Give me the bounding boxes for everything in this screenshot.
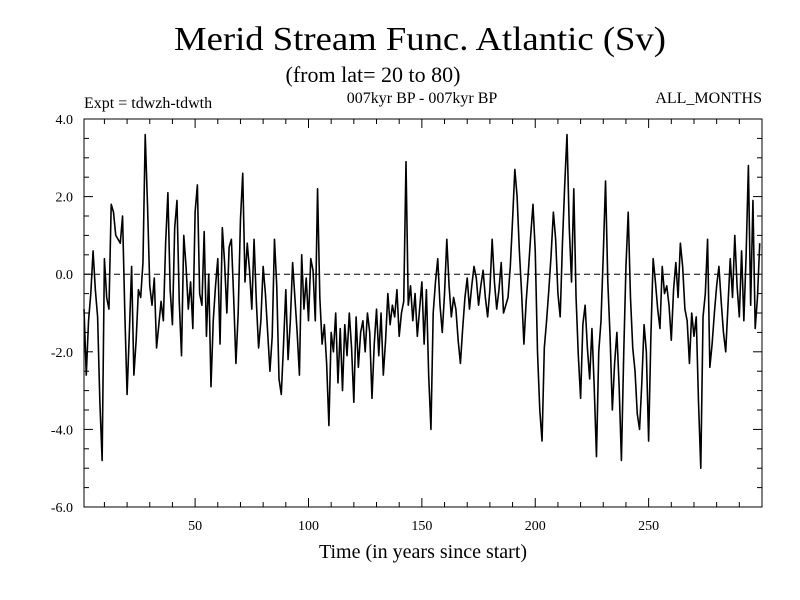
chart-title: Merid Stream Func. Atlantic (Sv) xyxy=(174,21,666,58)
x-tick-label: 150 xyxy=(411,519,432,534)
y-tick-label: -6.0 xyxy=(51,501,73,516)
chart-subtitle: (from lat= 20 to 80) xyxy=(286,62,461,87)
x-axis-label: Time (in years since start) xyxy=(319,541,527,563)
x-tick-label: 100 xyxy=(298,519,319,534)
x-tick-label: 250 xyxy=(638,519,659,534)
y-tick-label: 4.0 xyxy=(56,113,74,128)
y-tick-label: -4.0 xyxy=(51,423,73,438)
y-tick-label: 0.0 xyxy=(56,268,74,283)
expt-annotation: Expt = tdwzh-tdwth xyxy=(84,95,212,112)
period-annotation: 007kyr BP - 007kyr BP xyxy=(347,90,498,107)
series-line-0 xyxy=(83,133,761,470)
y-tick-label: -2.0 xyxy=(51,346,73,361)
y-tick-label: 2.0 xyxy=(56,191,74,206)
x-tick-label: 50 xyxy=(188,519,202,534)
x-tick-label: 200 xyxy=(525,519,546,534)
months-annotation: ALL_MONTHS xyxy=(655,90,762,107)
